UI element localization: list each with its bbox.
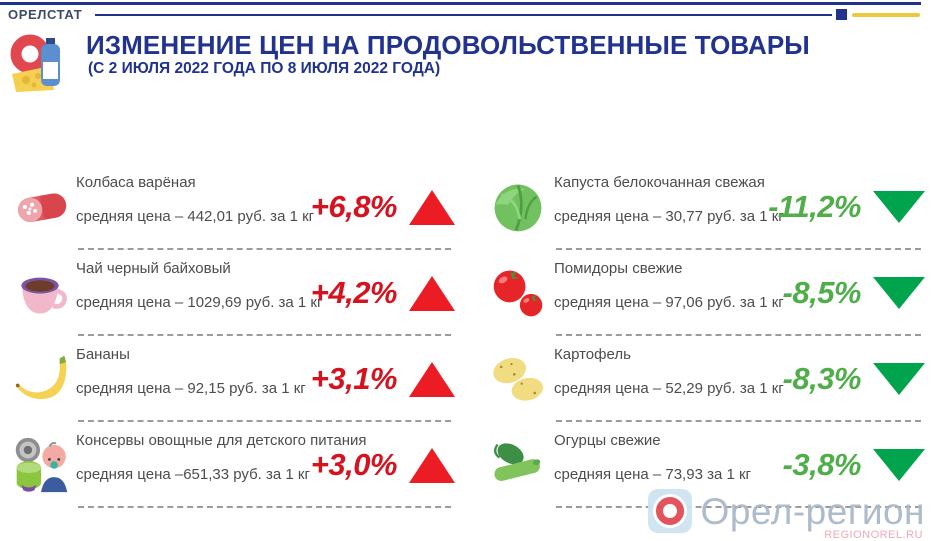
price-decrease-column: Капуста белокочанная свежая средняя цена … bbox=[488, 164, 925, 508]
product-price: средняя цена – 30,77 руб. за 1 кг bbox=[554, 208, 784, 225]
baby-food-icon bbox=[10, 435, 76, 495]
row-divider bbox=[78, 506, 451, 508]
header-gold-rule bbox=[852, 13, 920, 17]
product-price: средняя цена – 1029,69 руб. за 1 кг bbox=[76, 294, 323, 311]
agency-logo-text: ОРЕЛСТАТ bbox=[8, 7, 83, 22]
trend-up-icon bbox=[409, 447, 455, 483]
potatoes-icon bbox=[488, 349, 554, 409]
price-change-percent: +3,0% bbox=[310, 447, 398, 482]
row-divider bbox=[556, 334, 921, 336]
price-change-percent: +4,2% bbox=[310, 275, 398, 310]
price-change-percent: +3,1% bbox=[310, 361, 398, 396]
orel-region-ring-icon bbox=[647, 489, 692, 533]
cabbage-icon bbox=[488, 177, 554, 237]
tea-cup-icon bbox=[10, 263, 76, 323]
product-price: средняя цена – 73,93 за 1 кг bbox=[554, 466, 752, 483]
product-row: Чай черный байховый средняя цена – 1029,6… bbox=[10, 250, 455, 336]
product-price: средняя цена – 92,15 руб. за 1 кг bbox=[76, 380, 306, 397]
price-change-percent: -3,8% bbox=[782, 447, 862, 482]
product-row: Колбаса варёная средняя цена – 442,01 руб… bbox=[10, 164, 455, 250]
sausage-icon bbox=[10, 177, 76, 237]
product-row: Огурцы свежие средняя цена – 73,93 за 1 к… bbox=[488, 422, 925, 508]
row-divider bbox=[556, 506, 921, 508]
row-divider bbox=[556, 248, 921, 250]
product-row: Капуста белокочанная свежая средняя цена … bbox=[488, 164, 925, 250]
row-divider bbox=[78, 334, 451, 336]
row-divider bbox=[78, 248, 451, 250]
page-title: ИЗМЕНЕНИЕ ЦЕН НА ПРОДОВОЛЬСТВЕННЫЕ ТОВАР… bbox=[86, 30, 810, 60]
product-name: Картофель bbox=[554, 346, 631, 363]
product-name: Бананы bbox=[76, 346, 130, 363]
cucumbers-icon bbox=[488, 435, 554, 495]
trend-up-icon bbox=[409, 189, 455, 225]
trend-up-icon bbox=[409, 275, 455, 311]
product-row: Консервы овощные для детского питания сре… bbox=[10, 422, 455, 508]
price-change-percent: -11,2% bbox=[768, 189, 861, 224]
product-name: Огурцы свежие bbox=[554, 432, 661, 449]
trend-down-icon bbox=[873, 277, 925, 309]
product-name: Помидоры свежие bbox=[554, 260, 683, 277]
page-subtitle: (С 2 ИЮЛЯ 2022 ГОДА ПО 8 ИЮЛЯ 2022 ГОДА) bbox=[88, 60, 441, 77]
product-row: Помидоры свежие средняя цена – 97,06 руб.… bbox=[488, 250, 925, 336]
product-row: Картофель средняя цена – 52,29 руб. за 1 … bbox=[488, 336, 925, 422]
product-name: Чай черный байховый bbox=[76, 260, 231, 277]
trend-down-icon bbox=[873, 191, 925, 223]
product-price: средняя цена – 442,01 руб. за 1 кг bbox=[76, 208, 315, 225]
watermark-url: REGIONOREL.RU bbox=[824, 529, 923, 541]
price-change-percent: +6,8% bbox=[310, 189, 398, 224]
product-price: средняя цена –651,33 руб. за 1 кг bbox=[76, 466, 310, 483]
trend-up-icon bbox=[409, 361, 455, 397]
price-change-percent: -8,5% bbox=[782, 275, 862, 310]
product-price: средняя цена – 52,29 руб. за 1 кг bbox=[554, 380, 784, 397]
banana-icon bbox=[10, 349, 76, 409]
row-divider bbox=[78, 420, 451, 422]
price-change-percent: -8,3% bbox=[782, 361, 862, 396]
product-row: Бананы средняя цена – 92,15 руб. за 1 кг +… bbox=[10, 336, 455, 422]
tomatoes-icon bbox=[488, 263, 554, 323]
product-name: Консервы овощные для детского питания bbox=[76, 432, 367, 449]
row-divider bbox=[556, 420, 921, 422]
watermark: Орел-регион bbox=[647, 489, 925, 533]
trend-down-icon bbox=[873, 449, 925, 481]
food-basket-icon bbox=[8, 28, 80, 98]
product-name: Капуста белокочанная свежая bbox=[554, 174, 765, 191]
price-increase-column: Колбаса варёная средняя цена – 442,01 руб… bbox=[10, 164, 455, 508]
product-price: средняя цена – 97,06 руб. за 1 кг bbox=[554, 294, 784, 311]
header-top-rule bbox=[0, 2, 921, 5]
header-rule-square bbox=[836, 9, 847, 20]
header-sub-rule bbox=[95, 14, 832, 16]
trend-down-icon bbox=[873, 363, 925, 395]
watermark-title: Орел-регион bbox=[700, 490, 925, 532]
product-name: Колбаса варёная bbox=[76, 174, 196, 191]
